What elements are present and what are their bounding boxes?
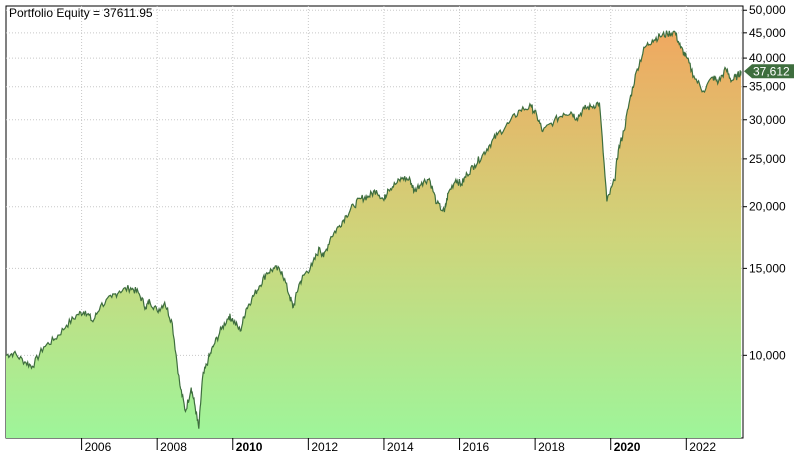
y-tick-label: 40,000 bbox=[749, 51, 786, 65]
x-tick-label: 2008 bbox=[160, 440, 187, 454]
x-tick-label: 2012 bbox=[311, 440, 338, 454]
y-tick-label: 45,000 bbox=[749, 26, 786, 40]
y-tick-label: 20,000 bbox=[749, 200, 786, 214]
x-tick-label: 2006 bbox=[85, 440, 112, 454]
y-tick-label: 10,000 bbox=[749, 348, 786, 362]
x-tick-label: 2022 bbox=[689, 440, 716, 454]
x-tick-label: 2020 bbox=[614, 440, 641, 454]
last-value-badge-shape bbox=[744, 64, 794, 79]
y-tick-label: 15,000 bbox=[749, 261, 786, 275]
x-tick-label: 2018 bbox=[538, 440, 565, 454]
y-tick-label: 35,000 bbox=[749, 80, 786, 94]
x-tick-label: 2016 bbox=[463, 440, 490, 454]
equity-area bbox=[6, 30, 742, 438]
last-value-label: 37,612 bbox=[753, 64, 790, 78]
y-tick-label: 30,000 bbox=[749, 113, 786, 127]
x-tick-label: 2014 bbox=[387, 440, 414, 454]
x-tick-label: 2010 bbox=[236, 440, 263, 454]
equity-line bbox=[5, 30, 742, 429]
chart-title: Portfolio Equity = 37611.95 bbox=[9, 6, 153, 20]
last-value-badge: 37,612 bbox=[744, 64, 794, 79]
y-tick-label: 50,000 bbox=[749, 3, 786, 17]
y-axis: 50,000 45,000 40,000 35,000 30,000 25,000 20,0… bbox=[743, 3, 786, 362]
x-axis: 2006 2008 2010 2012 2014 2016 2018 2020 2022 bbox=[81, 438, 716, 454]
y-tick-label: 25,000 bbox=[749, 152, 786, 166]
